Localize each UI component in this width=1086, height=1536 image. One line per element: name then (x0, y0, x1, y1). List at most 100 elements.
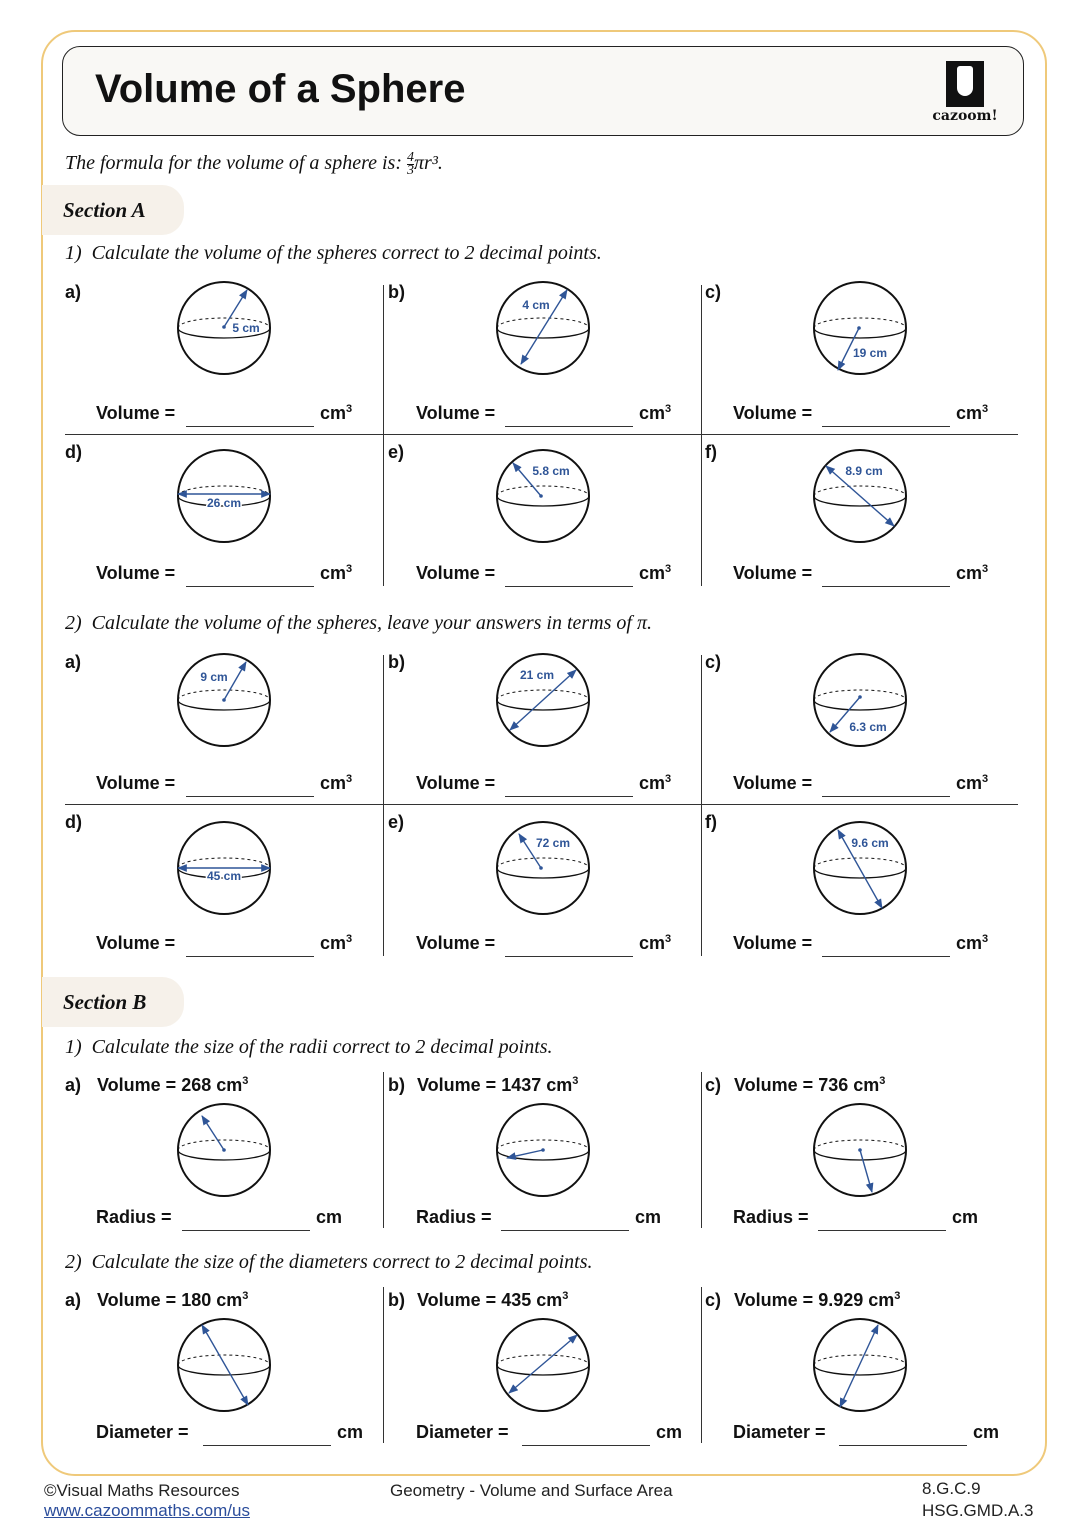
answer-field[interactable] (822, 936, 950, 957)
unit: cm (320, 403, 347, 423)
unit-label: cm3 (639, 933, 671, 954)
frac-den: 3 (407, 163, 415, 178)
unit-power: 3 (982, 773, 989, 785)
column-divider (701, 655, 702, 956)
unit-label: cm3 (639, 403, 671, 424)
answer-field[interactable] (182, 1210, 310, 1231)
answer-field[interactable] (203, 1425, 331, 1446)
equator-back (496, 485, 590, 497)
unit-label: cm3 (956, 563, 988, 584)
answer-field[interactable] (505, 406, 633, 427)
item-letter: c) (705, 1075, 722, 1095)
sphere-diagram: 26 cm (177, 449, 271, 543)
measurement-label: 5.8 cm (532, 464, 569, 478)
sphere-diagram: 9.6 cm (813, 821, 907, 915)
answer-field[interactable] (822, 566, 950, 587)
copyright: ©Visual Maths Resources (44, 1481, 240, 1500)
equator-front (813, 1149, 907, 1161)
unit: cm (956, 403, 983, 423)
sphere-diagram: 5.8 cm (496, 449, 590, 543)
unit-label: cm (316, 1207, 342, 1228)
center-dot (541, 1148, 545, 1152)
equator-front (177, 327, 271, 339)
q-number: 2) (65, 1251, 82, 1273)
answer-field[interactable] (505, 566, 633, 587)
answer-label: Volume = (96, 563, 176, 583)
answer-label: Diameter = (733, 1422, 826, 1442)
unit: cm (956, 933, 983, 953)
answer-field[interactable] (839, 1425, 967, 1446)
unit-power: 3 (982, 403, 989, 415)
item-letter: b) (388, 1290, 405, 1310)
unit: cm (320, 773, 347, 793)
footer-left: ©Visual Maths Resources www.cazoommaths.… (44, 1481, 250, 1521)
unit: cm (639, 403, 666, 423)
sphere-diagram: 19 cm (813, 281, 907, 375)
answer-field[interactable] (822, 406, 950, 427)
item-letter: a) (65, 1290, 82, 1310)
answer-label: Volume = (733, 403, 813, 423)
unit: cm (635, 1207, 662, 1227)
answer-field[interactable] (186, 776, 314, 797)
given-text: Volume = 180 cm (97, 1290, 243, 1310)
item-letter: e) (388, 812, 405, 832)
question-a2: 2) Calculate the volume of the spheres, … (65, 612, 652, 635)
answer-field[interactable] (522, 1425, 650, 1446)
measurement-label: 45 cm (207, 869, 241, 883)
equator-front (496, 699, 590, 711)
item-letter: b) (388, 652, 405, 672)
answer-field[interactable] (186, 936, 314, 957)
unit: cm (952, 1207, 979, 1227)
website-link[interactable]: www.cazoommaths.com/us (44, 1501, 250, 1520)
question-a1: 1) Calculate the volume of the spheres c… (65, 242, 602, 265)
center-dot (539, 494, 543, 498)
equator-front (177, 1364, 271, 1376)
equator-back (813, 857, 907, 869)
given-text: Volume = 9.929 cm (734, 1290, 895, 1310)
answer-label: Volume = (733, 563, 813, 583)
radius-arrow (837, 327, 860, 371)
answer-field[interactable] (505, 936, 633, 957)
answer-field[interactable] (501, 1210, 629, 1231)
question-b1: 1) Calculate the size of the radii corre… (65, 1036, 553, 1059)
unit-label: cm3 (639, 773, 671, 794)
unit-power: 3 (242, 1290, 249, 1302)
equator-front (813, 699, 907, 711)
center-dot (222, 698, 226, 702)
unit-power: 3 (242, 1075, 249, 1087)
equator-back (177, 857, 271, 869)
radius-arrow (859, 1149, 874, 1193)
answer-field[interactable] (186, 566, 314, 587)
answer-field[interactable] (822, 776, 950, 797)
answer-field[interactable] (818, 1210, 946, 1231)
measurement-label: 21 cm (520, 668, 554, 682)
unit-power: 3 (982, 933, 989, 945)
unit-label: cm3 (320, 563, 352, 584)
answer-label: Radius = (416, 1207, 492, 1227)
measurement-label: 8.9 cm (845, 464, 882, 478)
answer-label: Volume = (96, 773, 176, 793)
cazoom-logo: cazoom! (927, 61, 1003, 124)
item-letter: b) (388, 1075, 405, 1095)
unit: cm (639, 933, 666, 953)
unit-power: 3 (346, 933, 353, 945)
unit-power: 3 (665, 773, 672, 785)
answer-label: Volume = (416, 403, 496, 423)
standard: HSG.GMD.A.3 (922, 1501, 1034, 1520)
radius-arrow (201, 1115, 225, 1151)
measurement-label: 5 cm (232, 321, 259, 335)
answer-field[interactable] (186, 406, 314, 427)
answer-field[interactable] (505, 776, 633, 797)
diameter-arrow (837, 829, 883, 909)
unit: cm (973, 1422, 1000, 1442)
answer-label: Radius = (96, 1207, 172, 1227)
equator-front (496, 1364, 590, 1376)
measurement-label: 9 cm (200, 670, 227, 684)
diameter-arrow (825, 465, 895, 527)
column-divider (383, 655, 384, 956)
unit-label: cm (973, 1422, 999, 1443)
unit-label: cm3 (320, 403, 352, 424)
item-letter: a) (65, 282, 82, 302)
item-letter: c) (705, 1290, 722, 1310)
